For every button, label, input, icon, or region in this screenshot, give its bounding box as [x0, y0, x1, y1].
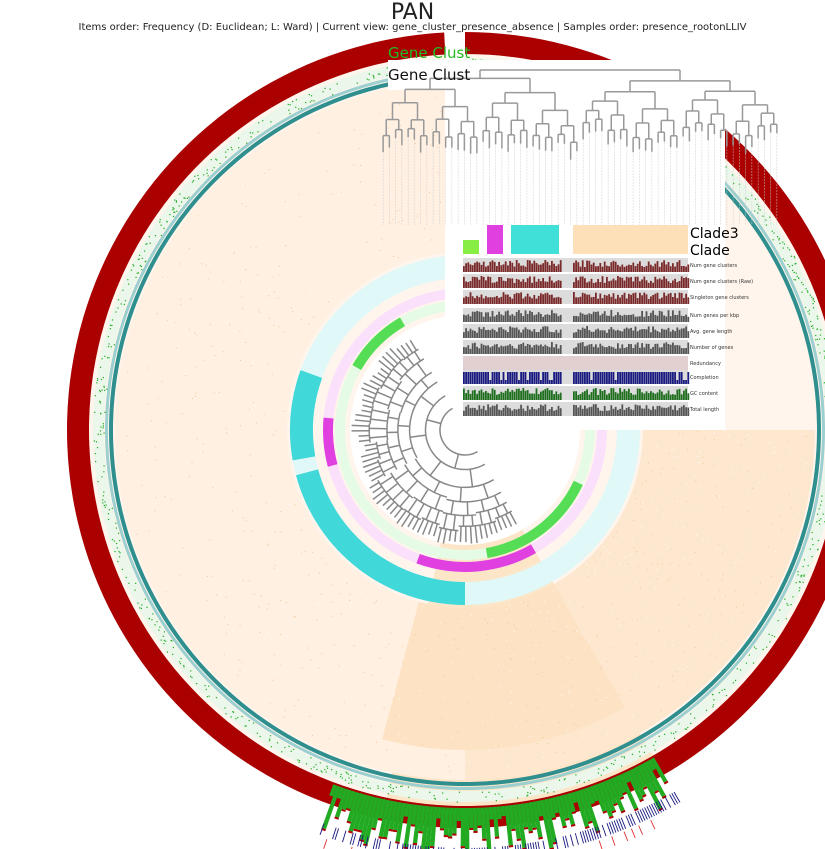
clade-block-cyan	[511, 225, 559, 254]
layer-label: Completion	[690, 375, 719, 381]
layer-label: GC content	[690, 391, 718, 397]
sample-ring-segment	[416, 544, 536, 572]
clade-block-peach	[573, 225, 688, 254]
sample-ring-segment	[352, 317, 405, 370]
layer-label: Number of genes	[690, 345, 734, 351]
clade-block-magenta	[487, 225, 503, 254]
layer-label: Avg. gene length	[690, 329, 732, 335]
layer-label: Redundancy	[690, 361, 721, 367]
layer-bar-panel	[463, 258, 690, 416]
clade3-label: Clade3	[690, 226, 739, 242]
circular-rings	[67, 32, 825, 849]
sample-ring-segment	[290, 370, 323, 461]
clade-blocks	[463, 225, 688, 254]
peach-ring-strong	[382, 584, 625, 750]
layer-label: Singleton gene clusters	[690, 295, 749, 301]
layer-label: Num genes per kbp	[690, 313, 739, 319]
sample-ring-segment	[485, 480, 583, 559]
sample-ring-segment	[323, 417, 338, 467]
gene-clusters-label-green: Gene Clust	[388, 44, 470, 62]
gene-clusters-label-black: Gene Clust	[388, 66, 470, 84]
layer-label: Num gene clusters	[690, 263, 737, 269]
clade-label: Clade	[690, 243, 730, 259]
peach-ring-left	[114, 80, 466, 780]
layer-row-bg	[463, 356, 688, 370]
clade-block-lime	[463, 240, 479, 254]
sample-dendrogram[interactable]	[382, 69, 778, 225]
central-dendrogram	[351, 339, 517, 544]
layer-label: Num gene clusters (Raw)	[690, 279, 753, 285]
page-title: PAN	[390, 0, 435, 25]
sample-ring-segment	[295, 469, 465, 605]
layer-labels: Num gene clusters Num gene clusters (Raw)…	[689, 263, 753, 413]
layer-label: Total length	[689, 407, 719, 413]
page-subtitle: Items order: Frequency (D: Euclidean; L:…	[78, 22, 747, 33]
